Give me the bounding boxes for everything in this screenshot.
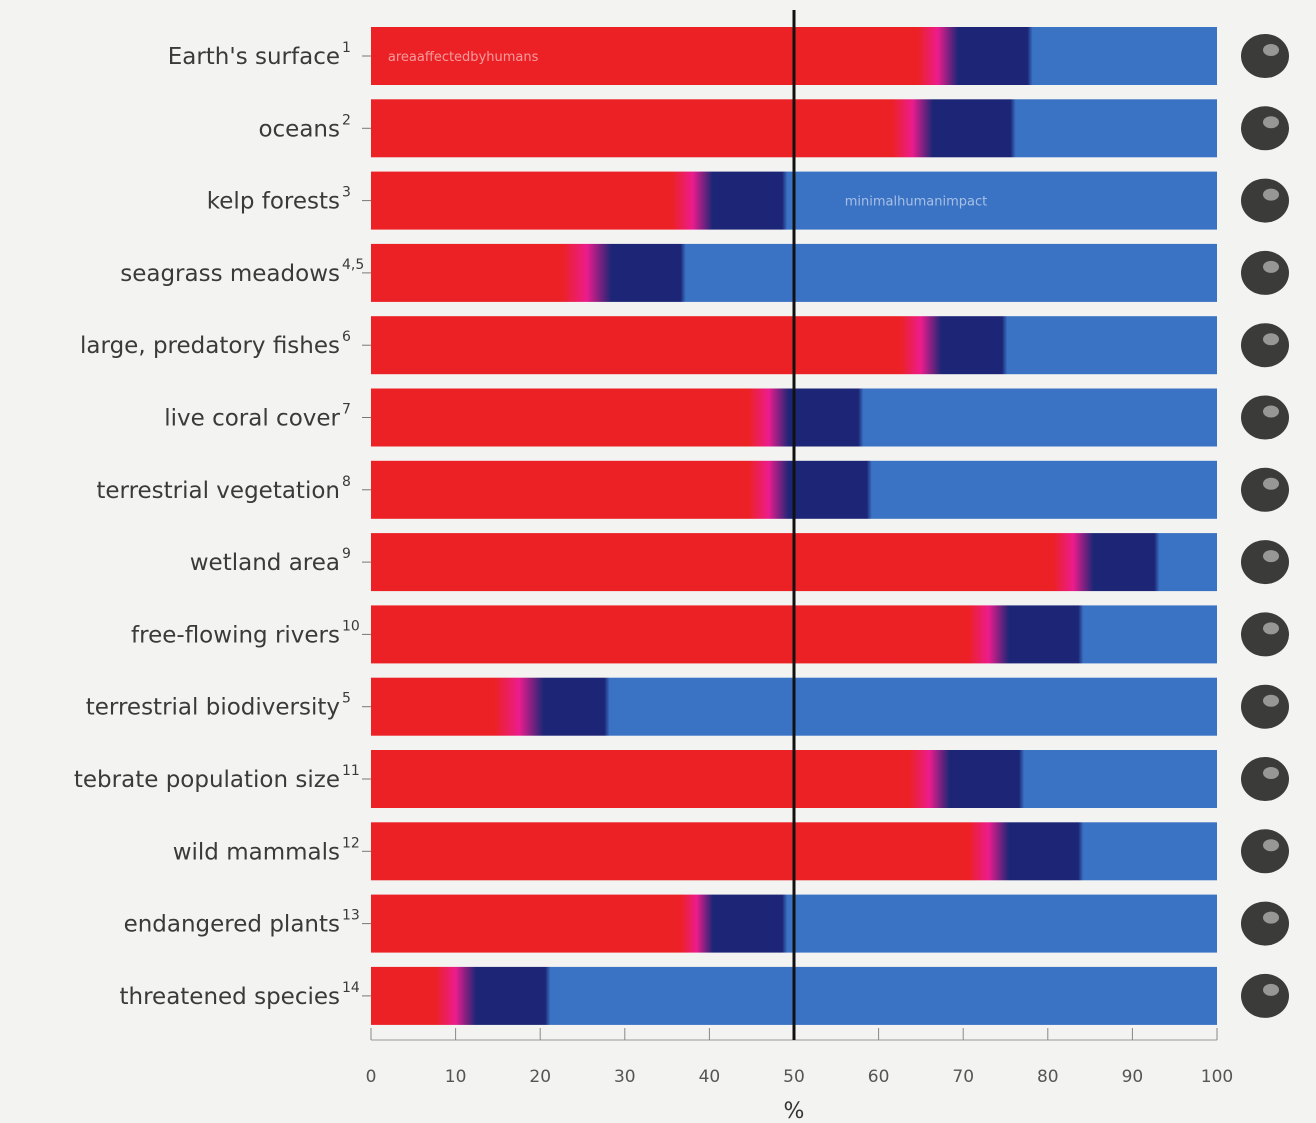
swordfish-icon bbox=[1241, 323, 1289, 368]
category-label: terrestrial biodiversity bbox=[86, 695, 340, 721]
category-label: wild mammals bbox=[173, 839, 340, 865]
category-note: 14 bbox=[342, 980, 360, 996]
category-label: wetland area bbox=[190, 550, 340, 576]
category-label: large, predatory fishes bbox=[80, 333, 340, 359]
category-note: 12 bbox=[342, 835, 360, 851]
category-label: kelp forests bbox=[207, 189, 340, 215]
category-label: seagrass meadows bbox=[120, 261, 340, 287]
x-tick-label: 100 bbox=[1201, 1067, 1233, 1087]
category-label: live coral cover bbox=[164, 406, 340, 432]
x-tick-label: 20 bbox=[529, 1067, 551, 1087]
category-note: 11 bbox=[342, 763, 360, 779]
category-icons bbox=[1241, 34, 1289, 1018]
kelp-icon bbox=[1241, 178, 1289, 223]
category-note: 1 bbox=[342, 40, 351, 56]
flower-icon bbox=[1241, 901, 1289, 946]
x-axis-title: % bbox=[784, 1099, 805, 1123]
category-label: free-flowing rivers bbox=[131, 622, 340, 648]
category-label: oceans bbox=[258, 116, 340, 142]
category-note: 9 bbox=[342, 546, 351, 562]
wetland-icon bbox=[1241, 540, 1289, 585]
x-tick-label: 30 bbox=[614, 1067, 636, 1087]
x-tick-label: 70 bbox=[952, 1067, 974, 1087]
earth-icon bbox=[1241, 34, 1289, 78]
seagrass-icon bbox=[1241, 250, 1289, 295]
x-tick-label: 80 bbox=[1037, 1067, 1059, 1087]
biodiversity-icon bbox=[1241, 684, 1289, 729]
ocean-wave-icon bbox=[1241, 106, 1289, 151]
category-note: 3 bbox=[342, 185, 351, 201]
x-tick-label: 90 bbox=[1122, 1067, 1144, 1087]
category-note: 13 bbox=[342, 908, 360, 924]
category-note: 10 bbox=[342, 618, 360, 634]
category-note: 4,5 bbox=[342, 257, 364, 273]
category-note: 8 bbox=[342, 474, 351, 490]
category-label: threatened species bbox=[120, 984, 341, 1010]
category-note: 2 bbox=[342, 112, 351, 128]
category-label: Earth's surface bbox=[168, 44, 340, 70]
category-note: 7 bbox=[342, 402, 351, 418]
x-tick-label: 10 bbox=[445, 1067, 467, 1087]
x-tick-label: 40 bbox=[699, 1067, 721, 1087]
x-tick-label: 50 bbox=[783, 1067, 805, 1087]
tree-icon bbox=[1241, 467, 1289, 512]
overlay-label-affected: areaaffectedbyhumans bbox=[388, 50, 539, 65]
category-label: terrestrial vegetation bbox=[96, 478, 340, 504]
x-tick-label: 0 bbox=[366, 1067, 377, 1087]
x-tick-label: 60 bbox=[868, 1067, 890, 1087]
category-note: 6 bbox=[342, 329, 351, 345]
category-label: tebrate population size bbox=[74, 767, 340, 793]
snake-icon bbox=[1241, 757, 1289, 801]
category-label: endangered plants bbox=[124, 912, 340, 938]
river-icon bbox=[1241, 612, 1289, 657]
category-note: 5 bbox=[342, 691, 351, 707]
x-axis: 0 10 20 30 40 50 60 70 80 90 100 bbox=[366, 1028, 1233, 1087]
overlay-label-minimal: minimalhumanimpact bbox=[845, 195, 987, 210]
rhino-icon bbox=[1241, 829, 1289, 874]
butterfly-icon bbox=[1241, 973, 1289, 1018]
coral-icon bbox=[1241, 395, 1289, 440]
category-labels: Earth's surface 1 oceans 2 kelp forests 3 seag… bbox=[74, 40, 371, 1010]
